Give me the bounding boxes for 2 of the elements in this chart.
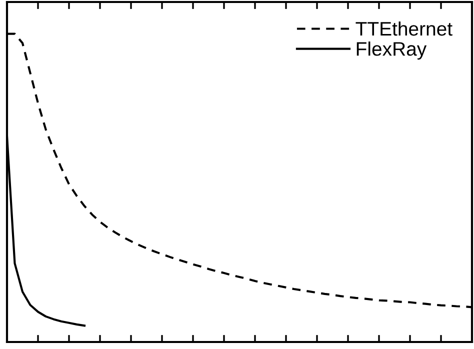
legend-label: FlexRay bbox=[356, 42, 427, 60]
legend-label: TTEthernet bbox=[356, 21, 452, 36]
